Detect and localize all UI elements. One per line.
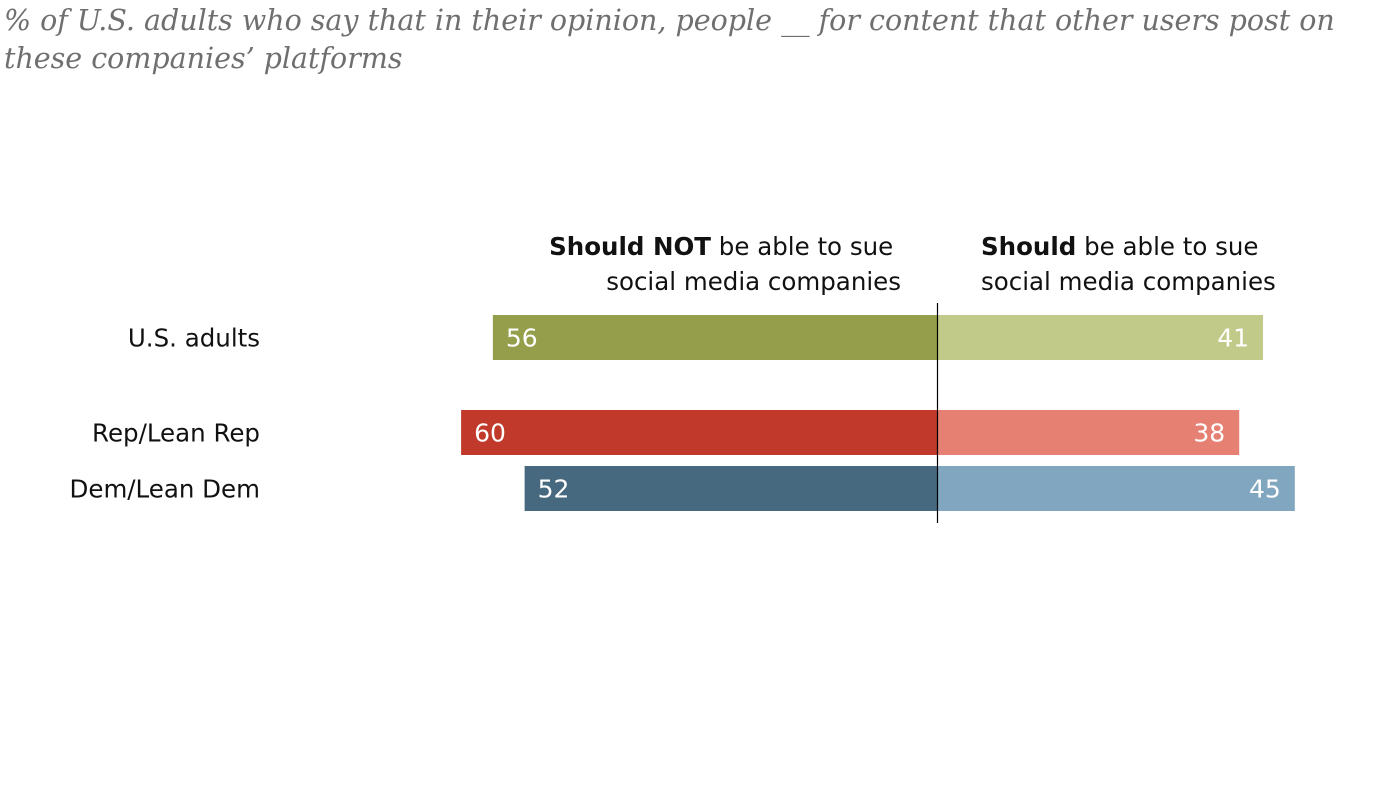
right-header-bold: Should [981,232,1076,261]
chart-subtitle: % of U.S. adults who say that in their o… [4,4,1335,75]
bar-left-dem-lean-dem [524,466,938,511]
bar-right-u-s-adults [937,315,1264,360]
left-header-line2: social media companies [606,267,901,296]
bar-right-rep-lean-rep [937,410,1240,455]
bar-value-left-dem-lean-dem: 52 [538,475,570,504]
row-label-dem-lean-dem: Dem/Lean Dem [70,475,261,504]
row-label-rep-lean-rep: Rep/Lean Rep [92,419,260,448]
bar-value-right-u-s-adults: 41 [1217,324,1249,353]
left-column-header: Should NOT be able to sue social media c… [549,232,901,296]
row-label-u-s-adults: U.S. adults [128,324,260,353]
bar-left-u-s-adults [492,315,938,360]
bar-value-left-rep-lean-rep: 60 [474,419,506,448]
bar-right-dem-lean-dem [937,466,1295,511]
bar-value-right-dem-lean-dem: 45 [1249,475,1281,504]
right-header-line2: social media companies [981,267,1276,296]
bar-left-rep-lean-rep [461,410,938,455]
left-header-rest: be able to sue [711,232,893,261]
right-header-rest: be able to sue [1076,232,1258,261]
left-header-bold: Should NOT [549,232,711,261]
right-column-header: Should be able to sue social media compa… [981,232,1276,296]
bar-value-right-rep-lean-rep: 38 [1193,419,1225,448]
bar-value-left-u-s-adults: 56 [506,324,538,353]
bars-layer: U.S. adults 56 41 Rep/Lean Rep 60 38 Dem/Lean … [70,315,1295,511]
